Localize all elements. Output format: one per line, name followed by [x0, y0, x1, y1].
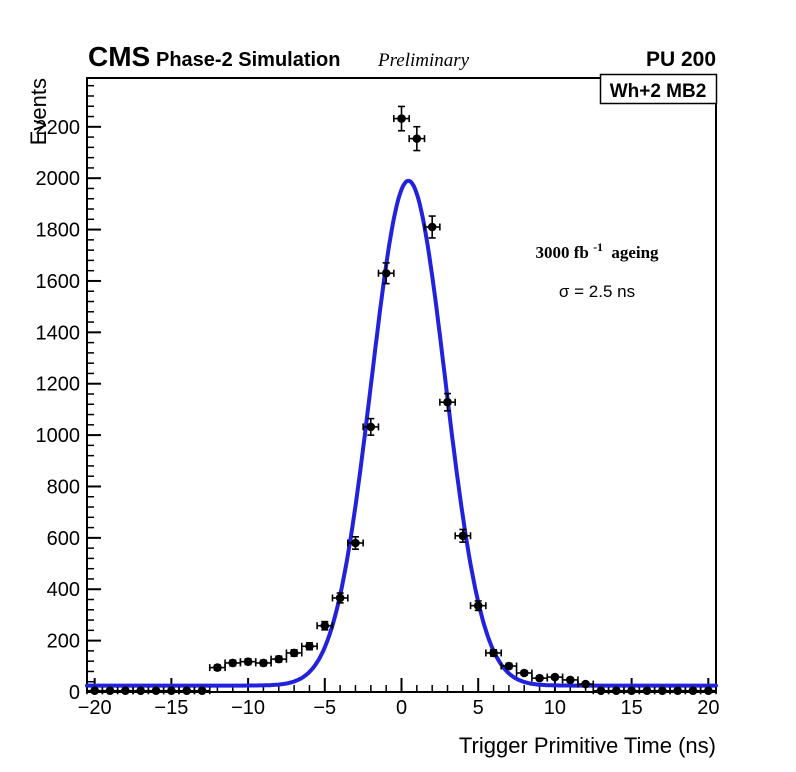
cms-logo-text: CMS: [88, 41, 150, 72]
data-point-marker: [642, 686, 652, 696]
data-point-marker: [704, 686, 713, 696]
data-point-marker: [489, 648, 498, 658]
data-point-marker: [473, 601, 483, 610]
x-tick-label: −20: [78, 697, 112, 719]
channel-pave: Wh+2 MB2: [599, 73, 718, 105]
data-point-marker: [105, 686, 115, 696]
y-tick-label: 2200: [36, 117, 81, 139]
data-point-marker: [228, 658, 238, 668]
y-tick-label: 600: [47, 528, 80, 550]
data-point-marker: [151, 686, 161, 696]
y-tick-label: 200: [47, 631, 80, 653]
y-tick-label: 1800: [36, 220, 81, 242]
data-point-marker: [197, 686, 207, 696]
data-point-marker: [366, 422, 376, 432]
sigma-annotation: σ = 2.5 ns: [559, 282, 635, 301]
data-point-marker: [519, 668, 529, 678]
y-tick-label: 400: [47, 579, 80, 601]
ageing-annotation-superscript: -1: [593, 240, 603, 254]
data-point-marker: [412, 134, 422, 143]
data-point-marker: [397, 114, 406, 123]
y-tick-label: 0: [69, 682, 80, 704]
data-point-marker: [504, 661, 514, 671]
x-tick-label: −15: [154, 697, 188, 719]
ageing-annotation-prefix: 3000 fb: [535, 243, 588, 262]
data-point-marker: [121, 686, 130, 696]
data-point-marker: [381, 268, 391, 278]
data-point-marker: [305, 641, 314, 651]
data-point-marker: [596, 686, 606, 696]
data-point-marker: [351, 538, 360, 548]
x-tick-label: −10: [231, 697, 265, 719]
ageing-annotation: 3000 fb -1 ageing: [535, 236, 659, 262]
data-point-marker: [658, 686, 667, 696]
data-point-marker: [274, 654, 284, 664]
data-point-marker: [289, 648, 299, 658]
y-tick-label: 1400: [36, 322, 81, 344]
data-point-marker: [136, 686, 145, 696]
y-tick-label: 2000: [36, 168, 81, 190]
data-point-marker: [627, 686, 636, 696]
plot-frame: [86, 77, 717, 693]
x-tick-label: 10: [544, 697, 566, 719]
data-point-marker: [443, 397, 452, 407]
data-point-marker: [213, 663, 222, 672]
data-point-marker: [182, 686, 192, 696]
header-sublabel: Preliminary: [377, 50, 470, 71]
channel-pave-box: [599, 73, 718, 105]
y-tick-label: 1600: [36, 271, 81, 293]
data-point-marker: [550, 672, 560, 682]
y-tick-label: 800: [47, 476, 80, 498]
gaussian-fit-curve: [85, 178, 718, 688]
x-tick-label: −5: [313, 697, 336, 719]
x-tick-label: 0: [396, 697, 407, 719]
data-point-marker: [90, 686, 99, 696]
data-point-marker: [565, 675, 575, 685]
y-tick-label: 1200: [36, 374, 81, 396]
data-point-marker: [167, 686, 176, 696]
data-point-marker: [611, 686, 621, 696]
data-point-marker: [581, 679, 590, 689]
data-point-marker: [427, 222, 437, 232]
x-axis-title: Trigger Primitive Time (ns): [459, 733, 716, 758]
x-tick-label: 5: [473, 697, 484, 719]
data-point-marker: [688, 686, 698, 696]
y-axis-title: Events: [26, 78, 51, 145]
header-label: Phase-2 Simulation: [156, 49, 341, 71]
chart-layer: −20 −15 −10 −5 0 5 10 15 20020040060080010001200…: [36, 77, 719, 719]
channel-pave-label: Wh+2 MB2: [610, 81, 707, 102]
data-point-marker: [320, 621, 330, 631]
data-point-marker: [259, 658, 268, 668]
data-point-marker: [243, 657, 253, 666]
x-tick-label: 20: [697, 697, 719, 719]
data-point-marker: [673, 686, 682, 696]
ageing-annotation-suffix: ageing: [611, 243, 659, 262]
pileup-label: PU 200: [646, 48, 716, 71]
x-tick-label: 15: [620, 697, 642, 719]
data-point-marker: [458, 531, 468, 541]
data-point-marker: [535, 673, 544, 683]
y-tick-label: 1000: [36, 425, 81, 447]
data-point-marker: [335, 593, 345, 603]
